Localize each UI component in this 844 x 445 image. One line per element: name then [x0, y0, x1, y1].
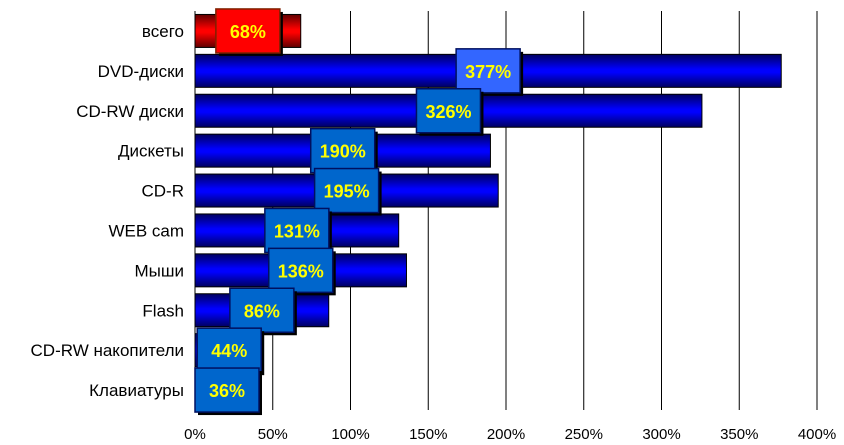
category-label: CD-R: [142, 182, 185, 201]
category-label: Клавиатуры: [89, 381, 184, 400]
data-label: 195%: [324, 182, 370, 202]
data-label-box: [455, 48, 521, 94]
data-label: 44%: [211, 341, 247, 361]
data-label: 86%: [244, 301, 280, 321]
x-tick-labels: 0% 50% 100% 150% 200% 250% 300% 350% 400%: [184, 426, 836, 443]
category-labels: всего DVD-диски CD-RW диски Дискеты CD-R WEB …: [31, 22, 184, 400]
data-label-box: [415, 88, 482, 134]
x-tick-label: 0%: [184, 426, 206, 443]
x-tick-label: 100%: [331, 426, 369, 443]
x-tick-label: 350%: [720, 426, 758, 443]
category-label: CD-RW накопители: [31, 341, 184, 360]
data-label: 36%: [209, 381, 245, 401]
data-label: 377%: [465, 62, 511, 82]
x-tick-label: 200%: [487, 426, 525, 443]
data-label: 190%: [320, 142, 366, 162]
category-label: всего: [142, 22, 184, 41]
data-label-box: [313, 167, 380, 214]
data-label-box: [264, 207, 330, 254]
x-tick-label: 150%: [409, 426, 447, 443]
data-label-box: [267, 247, 334, 294]
category-label: Flash: [142, 301, 184, 320]
x-tick-label: 400%: [798, 426, 836, 443]
data-label: 326%: [425, 102, 471, 122]
data-label: 68%: [230, 22, 266, 42]
x-tick-label: 250%: [565, 426, 603, 443]
data-labels: 68% 377% 326% 190% 195%131% 136% 86% 44% 36%: [194, 8, 524, 416]
data-label-box: [194, 367, 260, 413]
category-label: DVD-диски: [98, 62, 184, 81]
data-label-box: [215, 8, 281, 54]
data-label: 131%: [274, 221, 320, 241]
category-label: Мыши: [134, 261, 184, 280]
category-label: Дискеты: [118, 142, 184, 161]
data-label: 136%: [278, 261, 324, 281]
x-tick-label: 300%: [642, 426, 680, 443]
category-label: WEB cam: [108, 221, 184, 240]
category-label: CD-RW диски: [76, 102, 184, 121]
x-tick-label: 50%: [258, 426, 288, 443]
